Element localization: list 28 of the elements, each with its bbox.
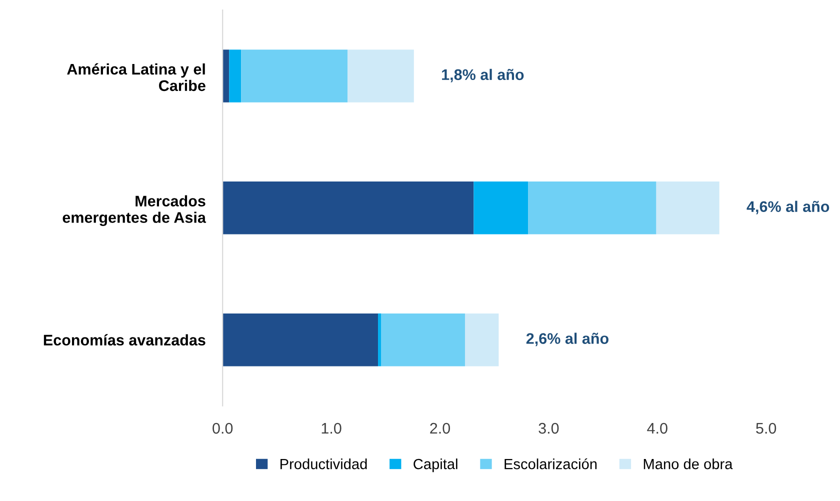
y-tick-label: Economías avanzadas — [44, 334, 206, 346]
x-tick-label: 2.0 — [430, 422, 450, 434]
x-tick-label: 5.0 — [756, 422, 776, 434]
legend-label: Escolarización — [504, 458, 597, 470]
bar — [229, 50, 242, 102]
bar — [222, 50, 230, 102]
bar — [474, 182, 528, 234]
y-tick-label: Mercados emergentes de Asia — [62, 195, 206, 226]
x-tick-label: 0.0 — [212, 422, 233, 434]
bar — [656, 182, 720, 234]
bar — [222, 182, 474, 234]
bar — [381, 313, 465, 366]
y-tick-label: América Latina y el Caribe — [67, 63, 206, 92]
total-label: 4,6% al año — [746, 200, 830, 214]
bar — [348, 50, 414, 102]
total-label: 1,8% al año — [442, 68, 524, 82]
bar — [464, 313, 499, 366]
bar — [222, 313, 378, 366]
total-label: 2,6% al año — [526, 332, 608, 346]
legend-label: Capital — [414, 458, 458, 472]
bar — [241, 50, 348, 102]
bar — [378, 313, 382, 366]
legend-label: Mano de obra — [644, 458, 733, 470]
bar — [528, 182, 656, 234]
x-tick-label: 1.0 — [322, 422, 342, 434]
x-tick-label: 3.0 — [538, 422, 559, 434]
x-tick-label: 4.0 — [647, 422, 668, 434]
legend-label: Productividad — [280, 458, 367, 470]
